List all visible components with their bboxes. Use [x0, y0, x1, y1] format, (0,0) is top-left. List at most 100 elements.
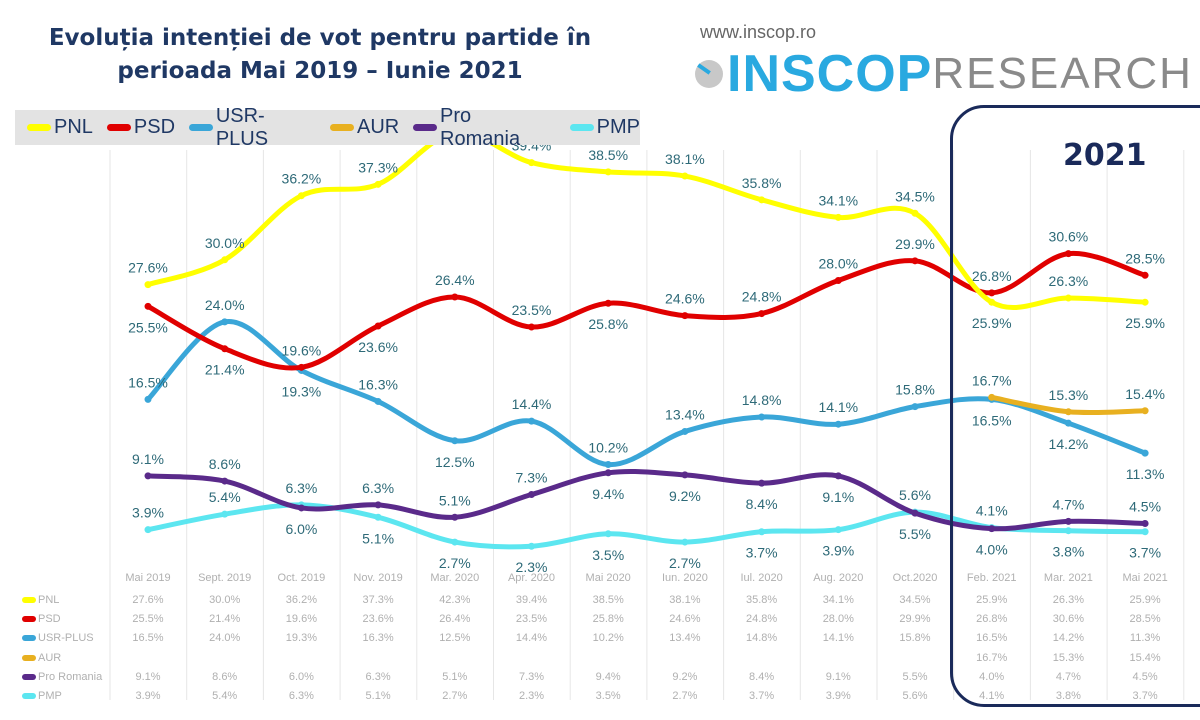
table-column-header: Iun. 2020 [661, 572, 708, 584]
data-label-psd: 23.5% [512, 302, 552, 318]
data-label-pmp: 2.7% [669, 555, 701, 571]
legend-label: PMP [596, 116, 640, 138]
data-label-psd: 30.6% [1049, 229, 1089, 245]
data-point-usr-plus [144, 395, 152, 403]
data-label-pro-romania: 4.0% [976, 542, 1008, 558]
data-point-pmp [528, 542, 535, 550]
table-cell: 35.8% [745, 594, 778, 606]
data-label-pro-romania: 6.3% [362, 480, 394, 496]
data-point-pmp [1141, 528, 1149, 536]
table-cell: 26.4% [439, 613, 471, 626]
data-label-usr-plus: 14.4% [512, 396, 552, 412]
table-cell: 5.6% [902, 690, 928, 702]
data-label-pmp: 3.7% [1129, 545, 1161, 561]
table-row-label: AUR [22, 652, 61, 664]
table-cell: 5.5% [902, 670, 928, 683]
table-cell: 6.3% [288, 690, 314, 702]
data-label-aur: 16.7% [972, 372, 1012, 388]
data-label-pnl: 27.6% [128, 260, 168, 276]
data-point-pnl [221, 256, 229, 264]
data-point-psd [374, 322, 382, 330]
table-cell: 34.5% [899, 594, 931, 606]
data-label-pnl: 38.1% [665, 151, 705, 167]
legend-label: PNL [54, 116, 93, 138]
data-point-usr-plus [604, 461, 612, 469]
data-point-pro-romania [681, 471, 689, 479]
data-point-usr-plus [221, 318, 229, 326]
data-label-pmp: 2.3% [516, 559, 548, 575]
data-point-pro-romania [374, 501, 382, 509]
table-cell: 16.5% [976, 632, 1008, 645]
data-label-pnl: 34.5% [895, 188, 935, 204]
data-label-psd: 24.8% [742, 289, 782, 305]
table-cell: 16.5% [132, 632, 164, 645]
data-point-psd [758, 310, 766, 318]
table-cell: 4.1% [979, 690, 1005, 702]
data-label-pro-romania: 7.3% [516, 470, 548, 486]
legend-item-pro-romania: Pro Romania [413, 105, 555, 151]
table-cell: 37.3% [362, 594, 394, 606]
data-label-pro-romania: 9.4% [592, 486, 624, 502]
data-label-pro-romania: 8.4% [746, 496, 778, 512]
data-label-pmp: 4.1% [976, 503, 1008, 519]
table-column-header: Iul. 2020 [740, 572, 783, 584]
table-cell: 14.2% [1052, 632, 1084, 645]
data-point-pro-romania [758, 479, 766, 487]
data-point-pro-romania [451, 513, 459, 521]
table-row-label: PSD [22, 613, 61, 625]
logo-mark-icon [695, 60, 723, 88]
table-cell: 38.5% [592, 594, 624, 606]
data-point-aur [1141, 407, 1149, 415]
data-point-pnl [374, 180, 382, 188]
table-swatch [22, 635, 36, 642]
data-point-pro-romania [834, 472, 842, 480]
data-point-pnl [144, 281, 152, 289]
table-series-name: USR-PLUS [38, 632, 94, 645]
table-row-aur: AUR 16.7% 15.3% 15.4% [0, 652, 1200, 671]
table-row-pmp: PMP 3.9% 5.4% 6.3% 5.1% 2.7% 2.3% 3.5% 2.7% 3.7% 3… [0, 690, 1200, 709]
logo-bold-text: INSCOP [727, 45, 933, 103]
data-point-psd [604, 299, 612, 307]
data-point-pmp [758, 528, 766, 536]
table-cell: 5.1% [365, 690, 391, 702]
data-label-pro-romania: 5.1% [439, 492, 471, 508]
table-column-header: Sept. 2019 [198, 572, 252, 584]
legend-label: Pro Romania [440, 104, 521, 150]
table-row-psd: PSD 25.5% 21.4% 19.6% 23.6% 26.4% 23.5% 25.8% 24… [0, 613, 1200, 632]
table-cell: 14.8% [745, 632, 778, 645]
table-row-usr-plus: USR-PLUS 16.5% 24.0% 19.3% 16.3% 12.5% 14.4% 10… [0, 632, 1200, 651]
table-cell: 2.3% [518, 690, 545, 702]
data-label-usr-plus: 11.3% [1126, 466, 1165, 482]
data-label-pmp: 5.6% [899, 487, 931, 503]
legend-swatch [27, 124, 51, 131]
table-cell: 2.7% [672, 690, 698, 702]
table-row-label: USR-PLUS [22, 632, 94, 644]
data-point-aur [988, 393, 996, 401]
data-label-pro-romania: 9.1% [822, 489, 854, 505]
data-label-pmp: 3.7% [746, 545, 778, 561]
table-series-name: Pro Romania [38, 670, 103, 683]
data-label-usr-plus: 14.1% [818, 399, 858, 415]
table-cell: 2.7% [442, 690, 468, 702]
data-label-aur: 15.3% [1049, 387, 1089, 403]
data-label-pnl: 30.0% [205, 235, 245, 251]
table-cell: 24.8% [745, 613, 778, 626]
data-label-pnl: 26.3% [1049, 273, 1089, 289]
table-cell: 29.9% [899, 613, 931, 626]
data-point-psd [988, 289, 996, 297]
data-point-usr-plus [1064, 419, 1072, 427]
logo-light-text: RESEARCH [932, 49, 1193, 98]
table-column-header: Mai 2021 [1122, 572, 1168, 584]
table-cell: 3.7% [749, 690, 775, 702]
table-cell: 10.2% [592, 632, 624, 645]
data-point-psd [681, 312, 689, 320]
table-cell: 14.4% [515, 632, 548, 645]
table-cell: 9.2% [672, 670, 698, 683]
table-header-row: Mai 2019 Sept. 2019 Oct. 2019 Nov. 2019 Mar.… [0, 572, 1200, 591]
table-cell: 14.1% [822, 632, 854, 645]
legend-swatch [106, 124, 131, 131]
table-cell: 9.1% [825, 670, 851, 683]
table-cell: 30.6% [1052, 613, 1084, 626]
table-series-name: PMP [38, 690, 62, 702]
table-cell: 16.7% [976, 651, 1008, 664]
